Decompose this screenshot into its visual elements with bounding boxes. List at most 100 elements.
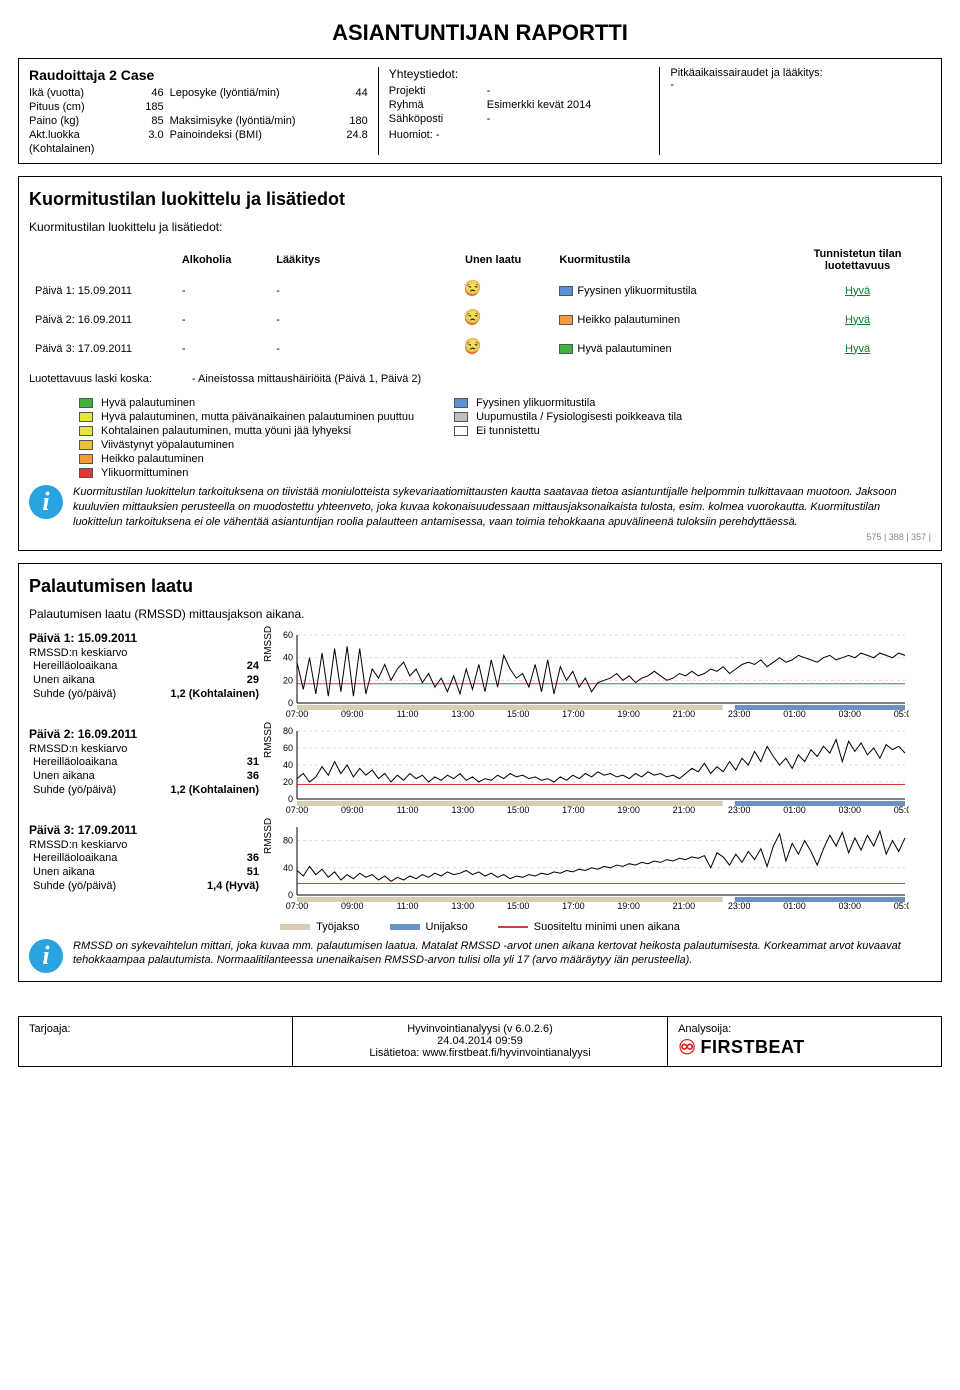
rmssd-subtitle: Palautumisen laatu (RMSSD) mittausjakson…: [29, 607, 931, 621]
svg-text:23:00: 23:00: [728, 709, 751, 719]
sleep-cell: [459, 334, 553, 363]
svg-text:0: 0: [288, 698, 293, 708]
svg-text:20: 20: [283, 777, 293, 787]
svg-text:19:00: 19:00: [617, 901, 640, 911]
y-axis-label: RMSSD: [263, 625, 274, 661]
day-cell: Päivä 3: 17.09.2011: [29, 334, 176, 363]
svg-text:11:00: 11:00: [397, 901, 419, 911]
svg-text:17:00: 17:00: [562, 709, 585, 719]
classification-title: Kuormitustilan luokittelu ja lisätiedot: [29, 189, 931, 210]
legend-item: Uupumustila / Fysiologisesti poikkeava t…: [454, 411, 682, 423]
svg-text:09:00: 09:00: [341, 901, 364, 911]
svg-text:0: 0: [288, 890, 293, 900]
alcohol-cell: -: [176, 334, 270, 363]
stat-key: Unen aikana: [29, 866, 95, 878]
svg-text:17:00: 17:00: [562, 901, 585, 911]
legend-item: Ei tunnistettu: [454, 425, 682, 437]
classification-row: Päivä 3: 17.09.2011 - - Hyvä palautumine…: [29, 334, 931, 363]
stat-key: Hereilläoloaikana: [29, 852, 117, 864]
header-cell: Paino (kg): [29, 115, 117, 127]
legend-item: Viivästynyt yöpalautuminen: [79, 439, 414, 451]
svg-text:09:00: 09:00: [341, 805, 364, 815]
svg-text:19:00: 19:00: [617, 805, 640, 815]
rmssd-title: Palautumisen laatu: [29, 576, 931, 597]
stat-key: Unen aikana: [29, 674, 95, 686]
svg-text:07:00: 07:00: [286, 709, 309, 719]
stats-label: RMSSD:n keskiarvo: [29, 743, 259, 755]
medication-cell: -: [270, 276, 459, 305]
sleep-cell: [459, 305, 553, 334]
svg-text:15:00: 15:00: [507, 805, 530, 815]
rmssd-box: Palautumisen laatu Palautumisen laatu (R…: [18, 563, 942, 982]
svg-text:03:00: 03:00: [838, 805, 861, 815]
header-cell: [324, 143, 368, 155]
legend-item: Heikko palautuminen: [79, 453, 414, 465]
footer-line: Hyvinvointianalyysi (v 6.0.2.6): [303, 1023, 657, 1035]
header-cell: Maksimisyke (lyöntiä/min): [170, 115, 318, 127]
svg-text:15:00: 15:00: [507, 901, 530, 911]
svg-text:13:00: 13:00: [452, 901, 475, 911]
stat-value: 31: [247, 756, 259, 768]
stat-value: 1,2 (Kohtalainen): [170, 688, 259, 700]
footer-line: Lisätietoa: www.firstbeat.fi/hyvinvointi…: [303, 1047, 657, 1059]
face-icon: [465, 340, 479, 354]
classification-subtitle: Kuormitustilan luokittelu ja lisätiedot:: [29, 220, 931, 234]
svg-text:40: 40: [283, 652, 293, 662]
svg-text:07:00: 07:00: [286, 805, 309, 815]
svg-text:60: 60: [283, 743, 293, 753]
legend-item: Kohtalainen palautuminen, mutta yöuni jä…: [79, 425, 414, 437]
header-cell: 85: [123, 115, 164, 127]
svg-text:01:00: 01:00: [783, 805, 806, 815]
rmssd-chart: 020406080 07:0009:0011:0013:0015:0017:00…: [269, 727, 909, 817]
svg-text:80: 80: [283, 835, 293, 845]
stat-value: 1,2 (Kohtalainen): [170, 784, 259, 796]
svg-text:21:00: 21:00: [673, 805, 696, 815]
footer-line: 24.04.2014 09:59: [303, 1035, 657, 1047]
reliability-cell: Hyvä: [784, 305, 931, 334]
stat-key: Suhde (yö/päivä): [29, 880, 116, 892]
rmssd-day: Päivä 1: 15.09.2011 RMSSD:n keskiarvoHer…: [29, 631, 931, 721]
header-cell: 24.8: [324, 129, 368, 141]
svg-text:03:00: 03:00: [838, 709, 861, 719]
footer: Tarjoaja: Hyvinvointianalyysi (v 6.0.2.6…: [18, 1016, 942, 1067]
state-cell: Fyysinen ylikuormitustila: [553, 276, 784, 305]
header-cell: [170, 143, 318, 155]
stat-value: 1,4 (Hyvä): [207, 880, 259, 892]
alcohol-cell: -: [176, 305, 270, 334]
header-cell: [170, 101, 318, 113]
svg-text:11:00: 11:00: [397, 709, 419, 719]
svg-text:05:00: 05:00: [894, 709, 909, 719]
stat-value: 36: [247, 770, 259, 782]
stats-label: RMSSD:n keskiarvo: [29, 647, 259, 659]
contact-title: Yhteystiedot:: [389, 67, 650, 81]
contact-key: Ryhmä: [389, 99, 469, 111]
tiny-codes: 575 | 388 | 357 |: [29, 532, 931, 542]
rmssd-chart: 04080 07:0009:0011:0013:0015:0017:0019:0…: [269, 823, 909, 913]
stats-label: RMSSD:n keskiarvo: [29, 839, 259, 851]
y-axis-label: RMSSD: [263, 817, 274, 853]
y-axis-label: RMSSD: [263, 721, 274, 757]
contact-value: Esimerkki kevät 2014: [487, 99, 592, 111]
case-title: Raudoittaja 2 Case: [29, 67, 368, 83]
face-icon: [465, 282, 479, 296]
info-icon: i: [29, 939, 63, 973]
day-cell: Päivä 1: 15.09.2011: [29, 276, 176, 305]
legend-item: Hyvä palautuminen, mutta päivänaikainen …: [79, 411, 414, 423]
header-cell: [123, 143, 164, 155]
state-legend: Hyvä palautuminenHyvä palautuminen, mutt…: [79, 397, 931, 479]
svg-text:13:00: 13:00: [452, 805, 475, 815]
rmssd-day: Päivä 2: 16.09.2011 RMSSD:n keskiarvoHer…: [29, 727, 931, 817]
contact-value: -: [487, 113, 491, 125]
reliability-note-label: Luotettavuus laski koska:: [29, 373, 152, 385]
header-cell: [324, 101, 368, 113]
svg-text:11:00: 11:00: [397, 805, 419, 815]
stat-value: 29: [247, 674, 259, 686]
day-title: Päivä 1: 15.09.2011: [29, 631, 259, 645]
header-cell: Ikä (vuotta): [29, 87, 117, 99]
stat-value: 51: [247, 866, 259, 878]
svg-text:07:00: 07:00: [286, 901, 309, 911]
svg-text:05:00: 05:00: [894, 805, 909, 815]
svg-text:03:00: 03:00: [838, 901, 861, 911]
header-cell: Leposyke (lyöntiä/min): [170, 87, 318, 99]
contact-key: Sähköposti: [389, 113, 469, 125]
